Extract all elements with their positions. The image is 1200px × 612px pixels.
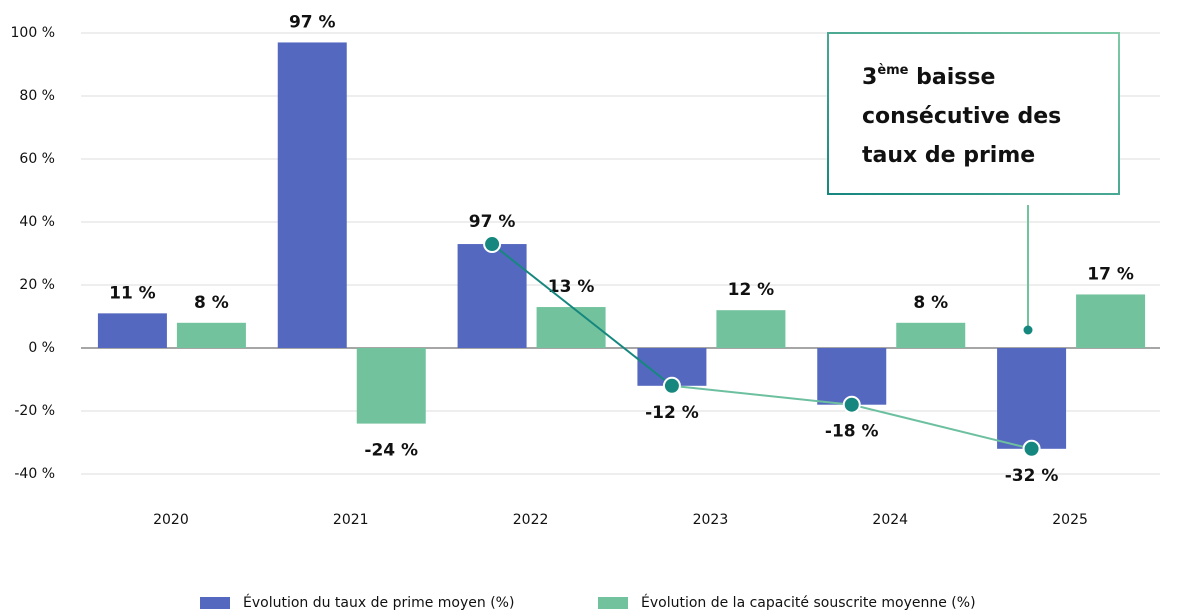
value-label: 97 % xyxy=(289,12,336,32)
value-label: -32 % xyxy=(1005,466,1059,486)
y-tick-label: 60 % xyxy=(19,151,55,167)
callout-text: 3ème baisse xyxy=(862,63,995,91)
callout-box xyxy=(827,32,1120,195)
callout-line: taux de prime xyxy=(862,143,1035,168)
trend-point xyxy=(842,395,861,414)
y-tick-label: 80 % xyxy=(19,88,55,104)
x-tick-label: 2022 xyxy=(513,512,549,528)
value-label: 11 % xyxy=(109,283,156,303)
bar xyxy=(1076,294,1146,348)
legend-label: Évolution de la capacité souscrite moyen… xyxy=(641,594,976,611)
legend-label: Évolution du taux de prime moyen (%) xyxy=(243,594,514,611)
annotation: 97 % xyxy=(469,212,516,232)
bar xyxy=(716,310,786,348)
value-label: 17 % xyxy=(1087,264,1134,284)
y-tick-label: 20 % xyxy=(19,277,55,293)
y-tick-label: 0 % xyxy=(28,340,55,356)
y-tick-label: 40 % xyxy=(19,214,55,230)
x-tick-label: 2021 xyxy=(333,512,369,528)
x-tick-label: 2025 xyxy=(1052,512,1088,528)
bar xyxy=(457,244,527,348)
y-tick-label: -20 % xyxy=(14,403,55,419)
callout-line: baisse xyxy=(916,65,995,90)
bar xyxy=(896,322,966,348)
bar xyxy=(176,322,246,348)
value-label: 12 % xyxy=(728,280,775,300)
x-tick-label: 2020 xyxy=(153,512,189,528)
legend-swatch xyxy=(598,597,628,609)
y-tick-label: 100 % xyxy=(11,25,55,41)
bar xyxy=(536,307,606,348)
y-tick-label: -40 % xyxy=(14,466,55,482)
x-tick-label: 2024 xyxy=(872,512,908,528)
callout-number: 3 xyxy=(862,65,877,90)
trend-segment xyxy=(671,384,852,406)
bar xyxy=(997,348,1067,449)
callout-sup: ème xyxy=(877,63,908,78)
trend-segment xyxy=(491,243,673,387)
legend-swatch xyxy=(200,597,230,609)
bar xyxy=(97,313,167,348)
value-label: 13 % xyxy=(548,277,595,297)
value-label: 8 % xyxy=(913,293,948,313)
trend-point xyxy=(483,235,502,254)
trend-point xyxy=(662,376,681,395)
x-tick-label: 2023 xyxy=(693,512,729,528)
value-label: -18 % xyxy=(825,422,879,442)
value-label: 8 % xyxy=(194,293,229,313)
trend-point xyxy=(1022,439,1041,458)
bar xyxy=(817,348,887,405)
value-label: -24 % xyxy=(364,441,418,461)
bar xyxy=(356,348,426,424)
callout-dot xyxy=(1023,325,1033,335)
trend-segment xyxy=(851,403,1032,450)
callout-line: consécutive des xyxy=(862,104,1061,129)
value-label: -12 % xyxy=(645,403,699,423)
bar xyxy=(277,42,347,348)
